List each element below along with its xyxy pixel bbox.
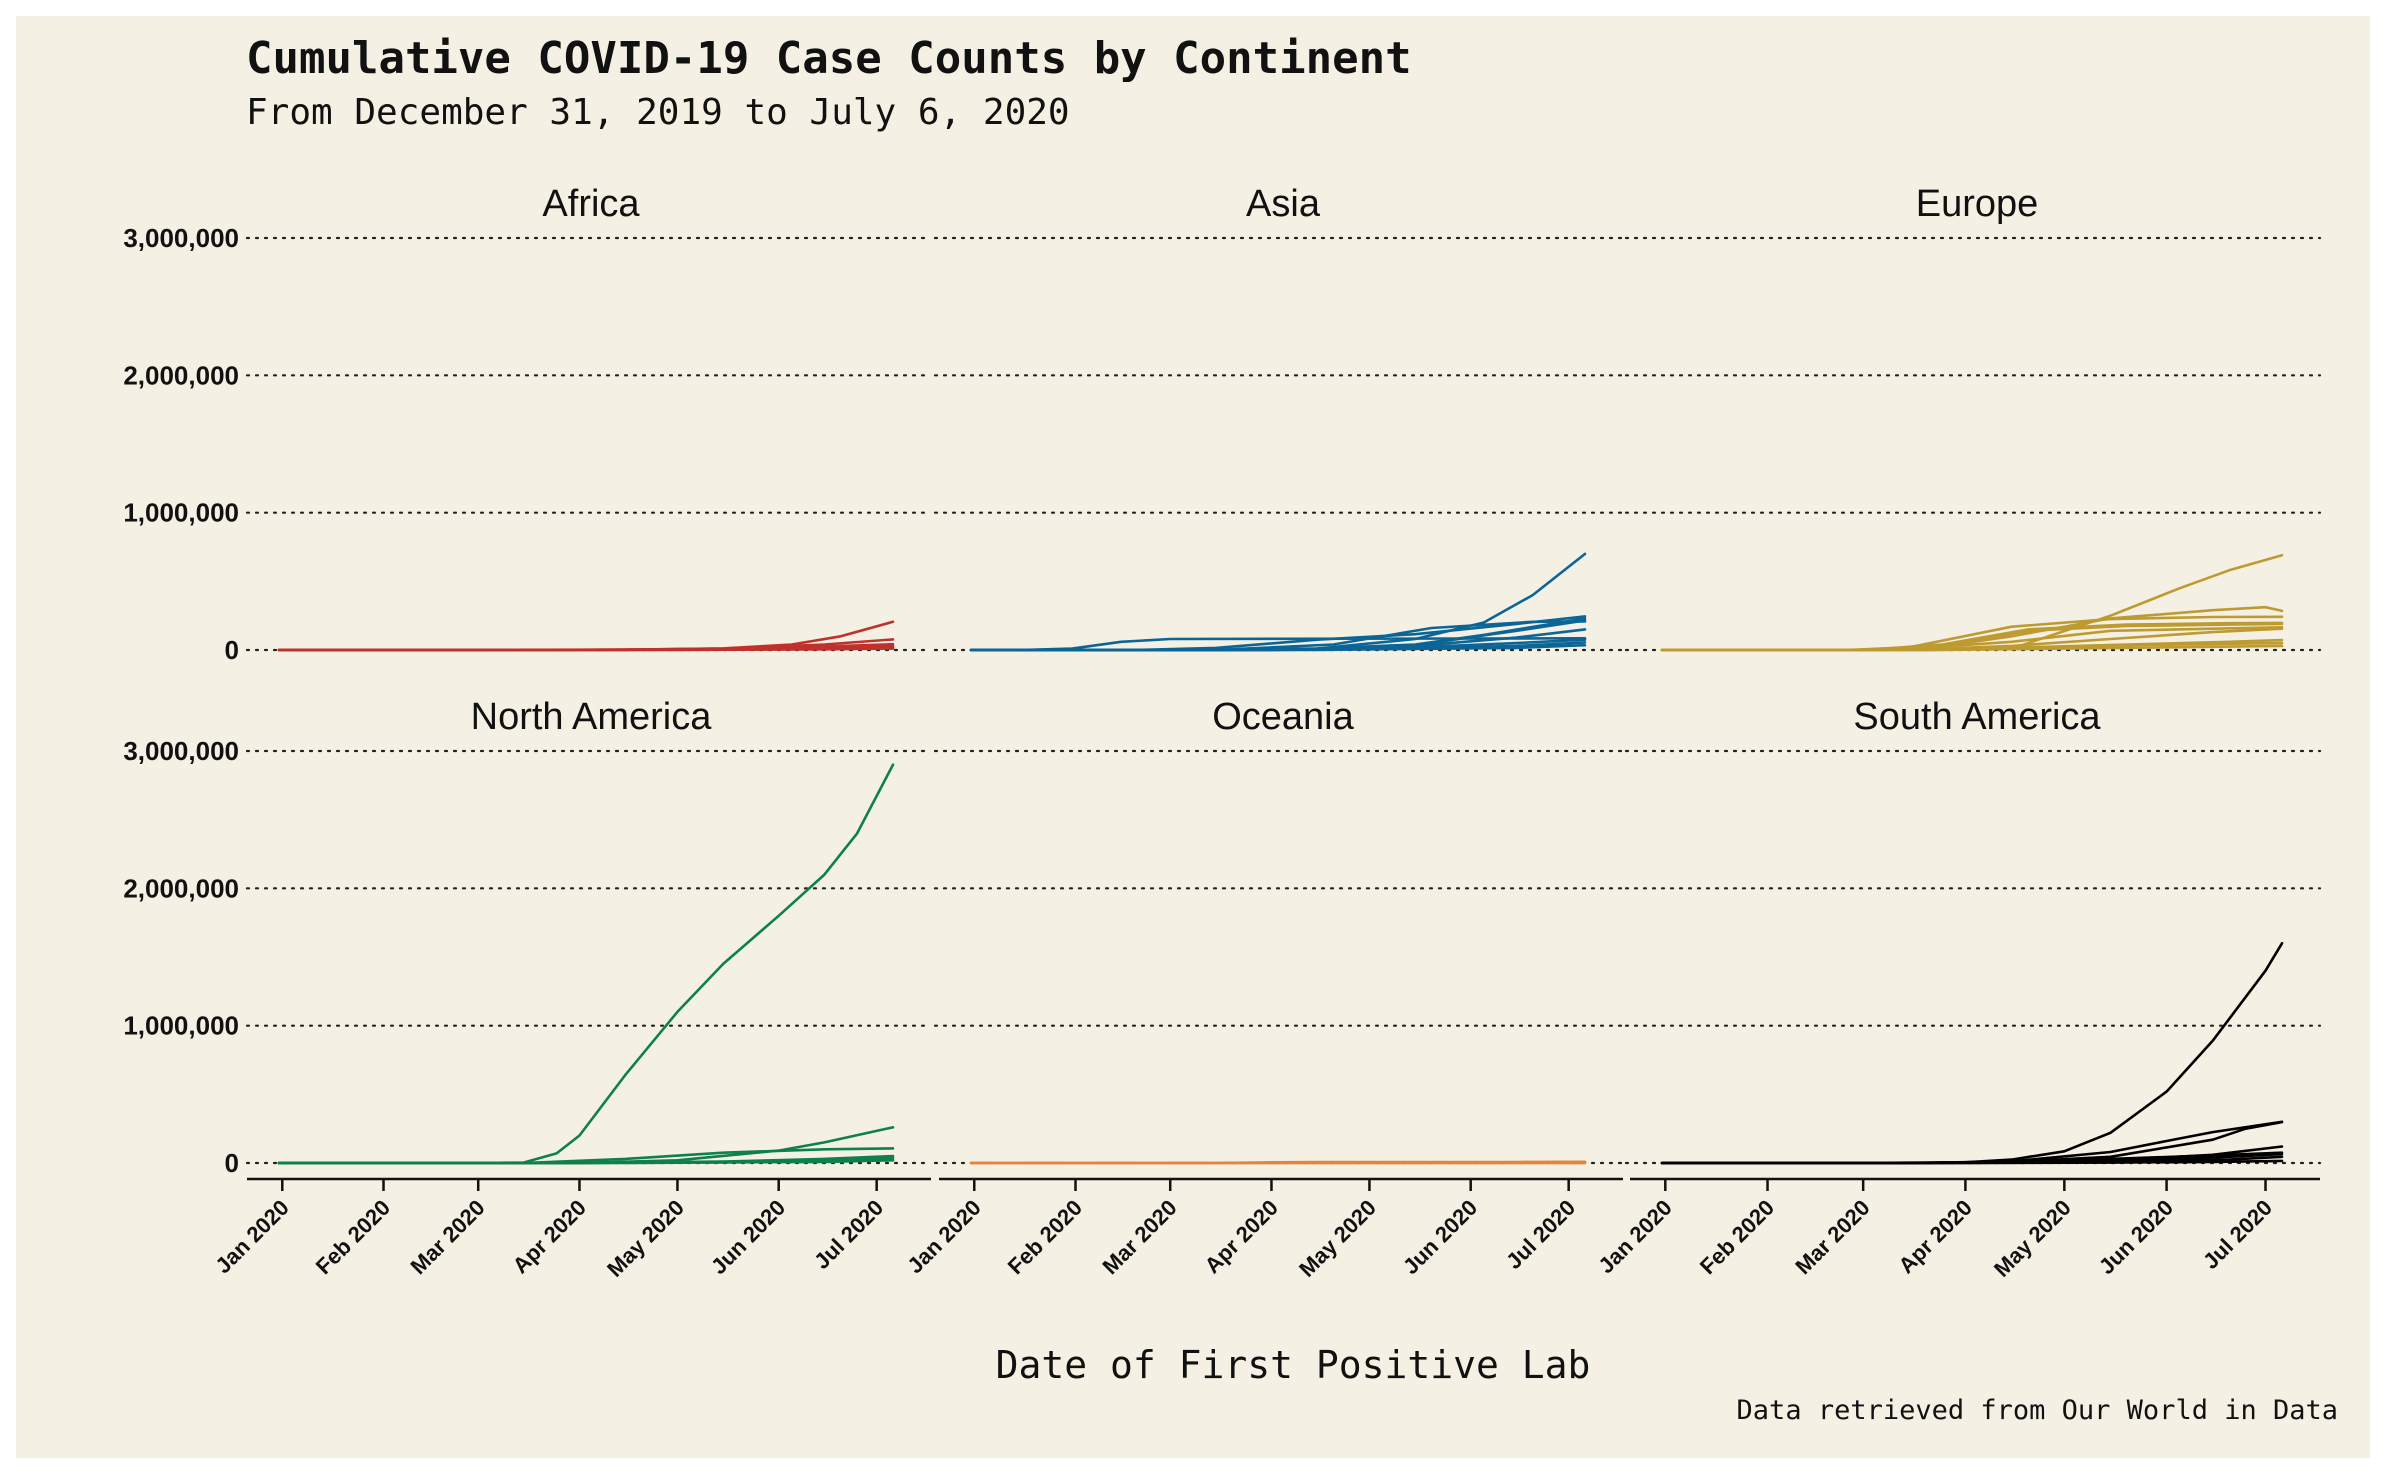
facet-panel: Asia (933, 183, 1625, 652)
facet-panel: Africa 0 1,000,000 2,000,000 3,000,000 (123, 183, 933, 665)
y-tick-label: 3,000,000 (123, 736, 239, 766)
facet-strip-label: North America (471, 696, 713, 738)
x-tick-label: Jul 2020 (809, 1195, 888, 1274)
facet-panel: North America 0 1,000,000 2,000,000 3,000,00… (123, 696, 933, 1282)
chart-svg: Cumulative COVID-19 Case Counts by Conti… (123, 33, 2338, 1426)
y-tick-label: 2,000,000 (123, 360, 239, 390)
chart-subtitle: From December 31, 2019 to July 6, 2020 (246, 92, 1070, 133)
facets-layer: Africa 0 1,000,000 2,000,000 3,000,000 Asia Eu… (123, 183, 2322, 1282)
x-tick-label: Jun 2020 (1398, 1195, 1482, 1279)
x-tick-label: Jun 2020 (2094, 1195, 2178, 1279)
x-tick-label: Apr 2020 (1894, 1195, 1977, 1278)
facet-panel: Oceania Jan 2020 Feb 2020 Mar 2020 Apr 2020 M… (902, 696, 1625, 1282)
facet-strip-label: Oceania (1212, 696, 1354, 738)
x-tick-label: Mar 2020 (1790, 1195, 1874, 1279)
y-tick-label: 2,000,000 (123, 873, 239, 903)
y-tick-label: 3,000,000 (123, 223, 239, 253)
series-line (277, 763, 895, 1165)
facet-panel: Europe (1624, 183, 2322, 652)
x-tick-label: Feb 2020 (311, 1195, 395, 1279)
chart-canvas: Cumulative COVID-19 Case Counts by Conti… (16, 16, 2370, 1458)
chart-caption: Data retrieved from Our World in Data (1737, 1395, 2338, 1426)
x-tick-label: May 2020 (1294, 1195, 1381, 1282)
x-tick-label: May 2020 (1989, 1195, 2076, 1282)
x-tick-label: Jan 2020 (1593, 1195, 1676, 1278)
chart-title: Cumulative COVID-19 Case Counts by Conti… (246, 33, 1412, 84)
x-tick-label: Mar 2020 (1097, 1195, 1181, 1279)
series-line (277, 1159, 895, 1165)
x-tick-label: Feb 2020 (1003, 1195, 1087, 1279)
facet-strip-label: Africa (542, 183, 640, 225)
facet-strip-label: South America (1853, 696, 2101, 738)
x-tick-label: Apr 2020 (1200, 1195, 1283, 1278)
x-tick-label: May 2020 (602, 1195, 689, 1282)
series-line (277, 1126, 895, 1165)
series-line (969, 552, 1587, 652)
y-tick-label: 1,000,000 (123, 1011, 239, 1041)
series-line (969, 643, 1587, 652)
facet-panel: South America Jan 2020 Feb 2020 Mar 2020 Apr… (1593, 696, 2322, 1282)
series-line (1660, 644, 2284, 652)
x-axis-label: Date of First Positive Lab (996, 1343, 1591, 1387)
y-tick-label: 0 (225, 635, 239, 665)
x-tick-label: Mar 2020 (405, 1195, 489, 1279)
series-line (1660, 942, 2284, 1165)
x-tick-label: Jun 2020 (706, 1195, 790, 1279)
y-tick-label: 0 (225, 1148, 239, 1178)
x-tick-label: Jan 2020 (902, 1195, 985, 1278)
x-tick-label: Jan 2020 (210, 1195, 293, 1278)
x-tick-label: Apr 2020 (508, 1195, 591, 1278)
x-tick-label: Feb 2020 (1695, 1195, 1779, 1279)
facet-strip-label: Europe (1916, 183, 2039, 225)
series-line (1660, 1159, 2284, 1165)
facet-strip-label: Asia (1246, 183, 1321, 225)
y-tick-label: 1,000,000 (123, 498, 239, 528)
x-tick-label: Jul 2020 (1501, 1195, 1580, 1274)
x-tick-label: Jul 2020 (2198, 1195, 2277, 1274)
series-line (277, 647, 895, 652)
